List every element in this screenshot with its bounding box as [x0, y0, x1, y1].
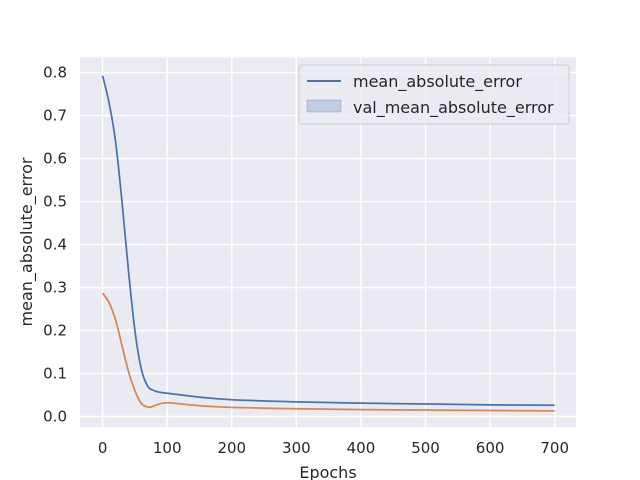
- legend: mean_absolute_error val_mean_absolute_er…: [298, 64, 570, 125]
- y-tick-labels: 0.0 0.1 0.2 0.3 0.4 0.5 0.6 0.7 0.8: [43, 64, 67, 426]
- x-tick-label: 200: [217, 439, 246, 457]
- x-tick-label: 300: [282, 439, 311, 457]
- x-tick-label: 700: [540, 439, 569, 457]
- y-tick-label: 0.5: [43, 193, 67, 211]
- y-tick-label: 0.8: [43, 64, 67, 82]
- legend-label-mae: mean_absolute_error: [353, 72, 522, 92]
- y-axis-label: mean_absolute_error: [17, 157, 37, 326]
- series-line-1: [101, 292, 555, 412]
- y-tick-label: 0.7: [43, 107, 67, 125]
- y-tick-label: 0.3: [43, 279, 67, 297]
- legend-label-val-mae: val_mean_absolute_error: [353, 98, 554, 118]
- x-tick-label: 100: [153, 439, 182, 457]
- x-axis-label: Epochs: [299, 463, 356, 480]
- x-tick-label: 500: [411, 439, 440, 457]
- y-tick-label: 0.4: [43, 236, 67, 254]
- y-tick-label: 0.1: [43, 364, 67, 382]
- series-layer: [101, 75, 555, 412]
- legend-patch-swatch: [306, 99, 342, 113]
- x-tick-label: 600: [476, 439, 505, 457]
- y-tick-label: 0.6: [43, 150, 67, 168]
- y-tick-label: 0.0: [43, 407, 67, 425]
- x-tick-label: 0: [98, 439, 108, 457]
- x-tick-label: 400: [347, 439, 376, 457]
- x-tick-labels: 0 100 200 300 400 500 600 700: [98, 439, 569, 457]
- y-tick-label: 0.2: [43, 322, 67, 340]
- series-line-0: [101, 75, 555, 407]
- legend-box: [298, 64, 570, 125]
